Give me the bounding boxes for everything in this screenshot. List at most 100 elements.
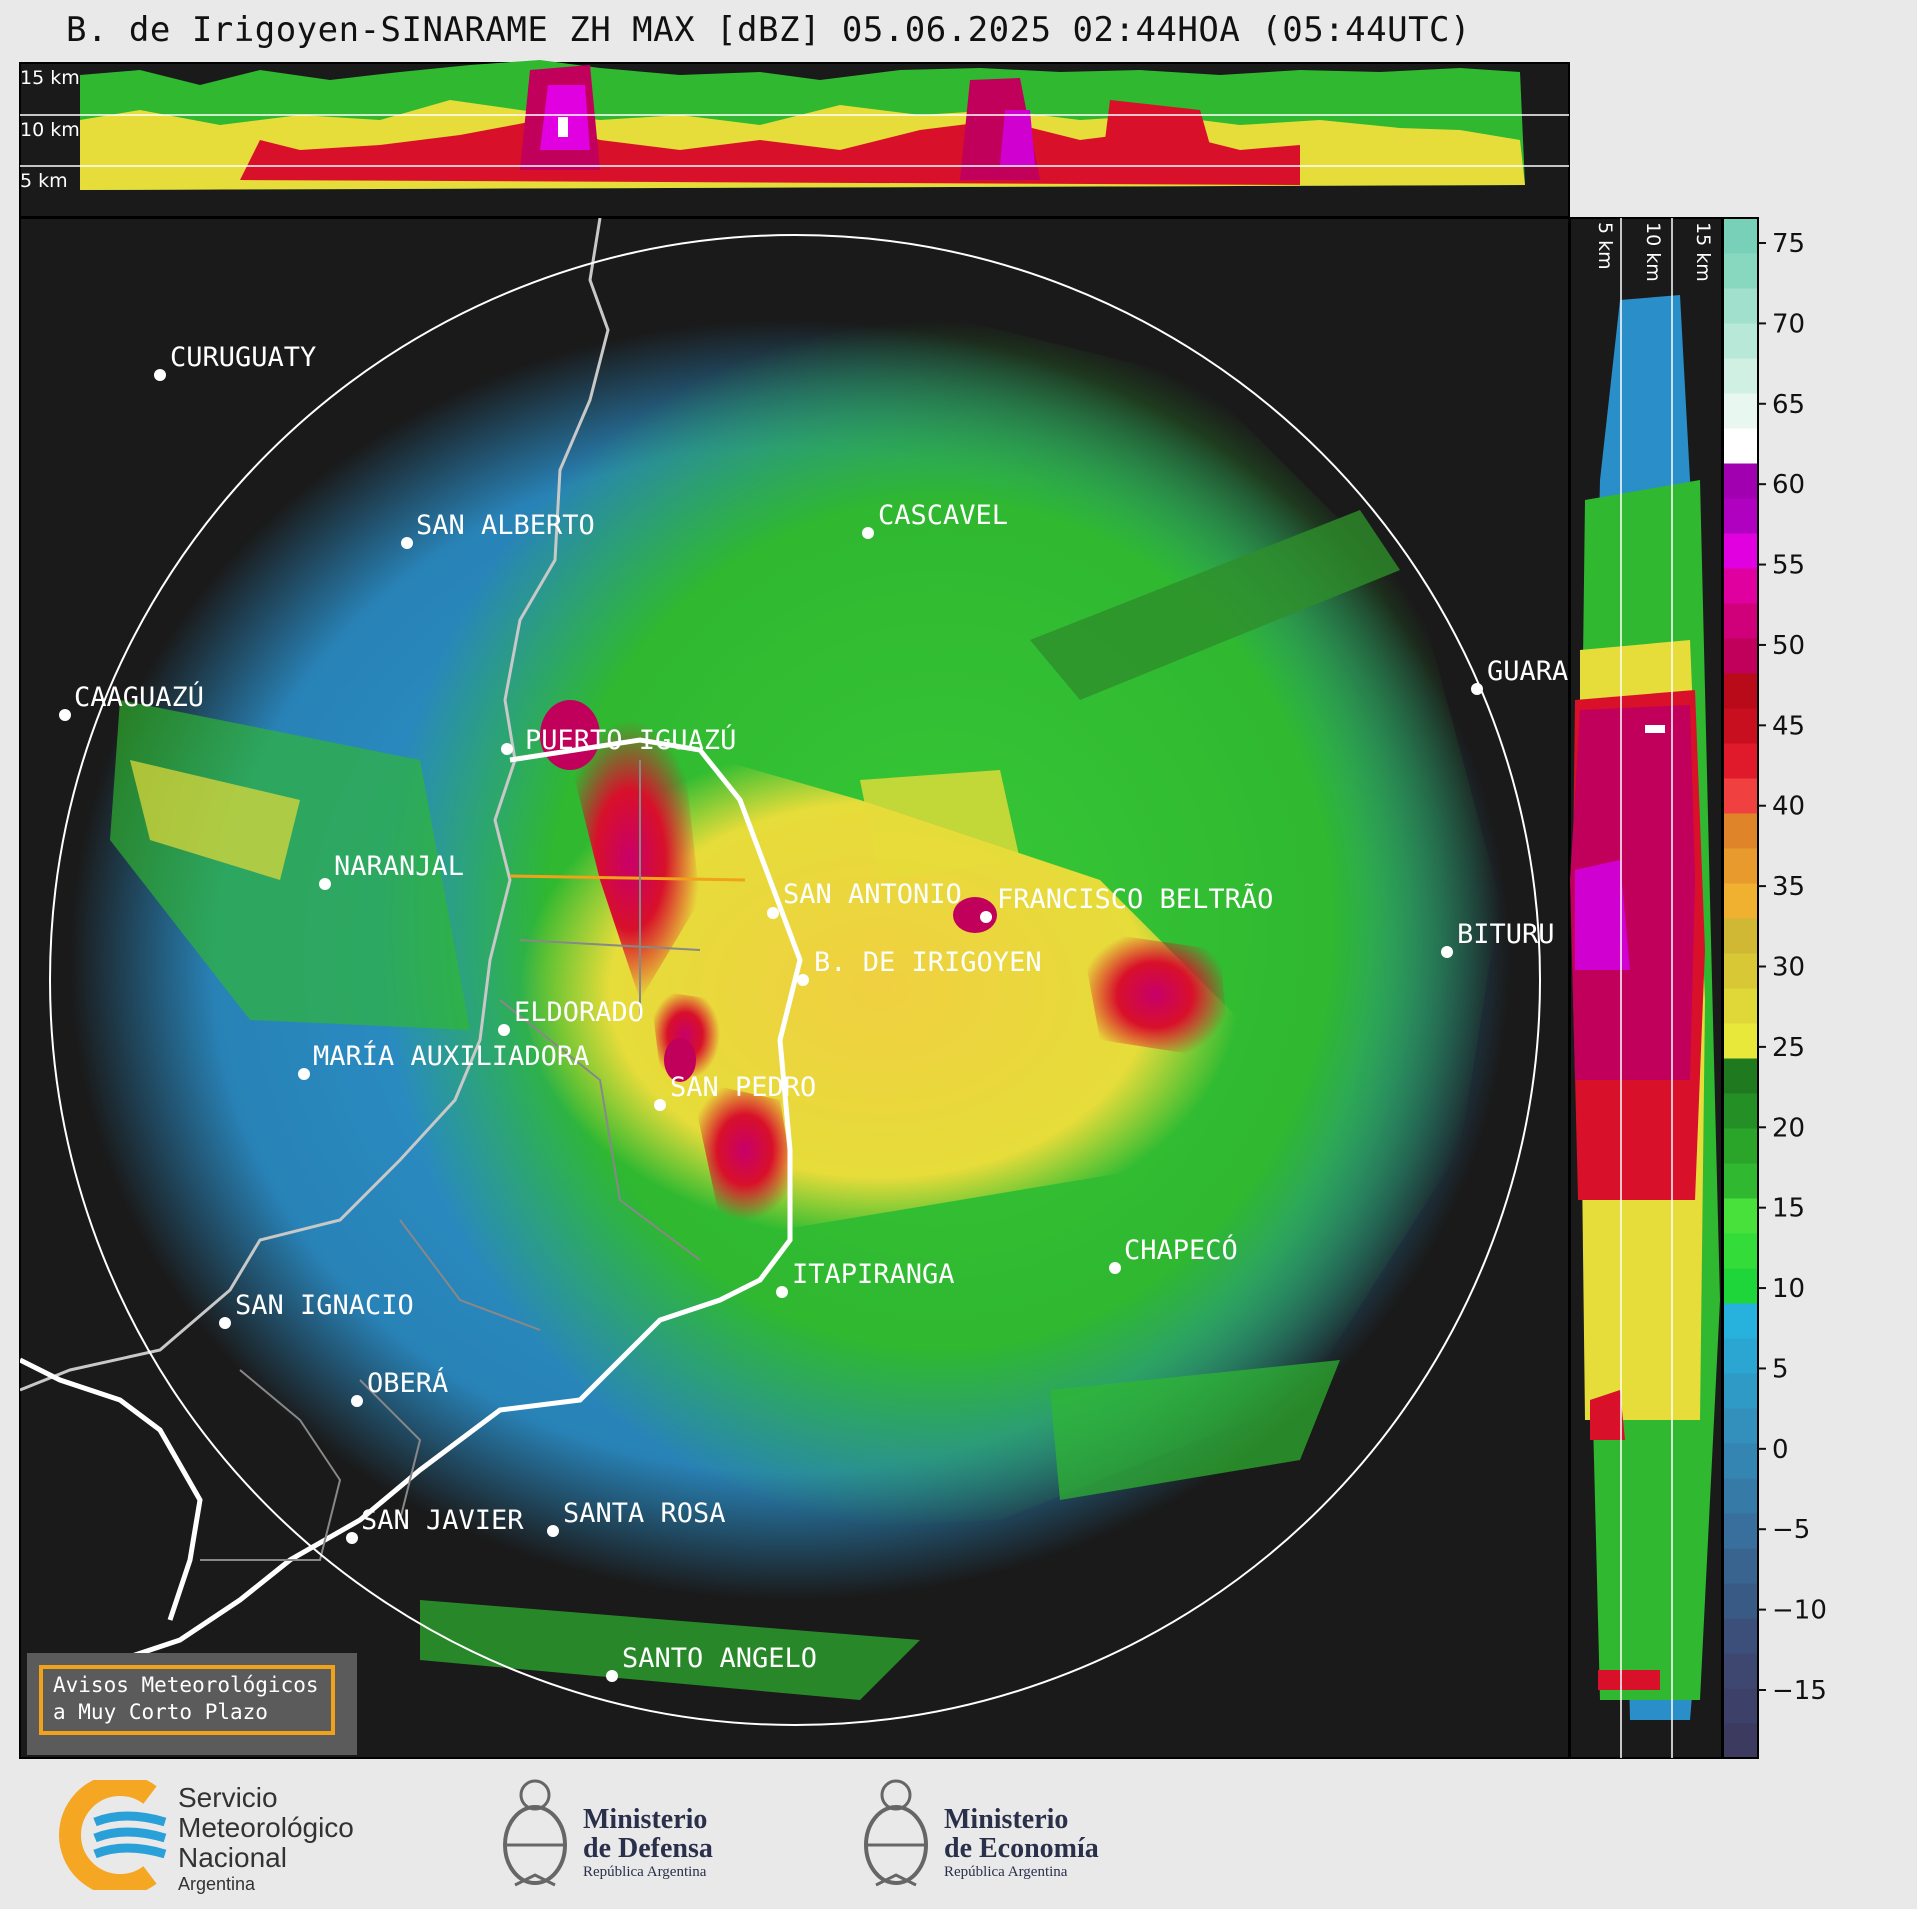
echo-red-core-north [560,720,700,1000]
colorbar-band [1723,638,1758,674]
colorbar-band [1723,1093,1758,1129]
city-label-guara: GUARA [1487,656,1568,687]
colorbar-band [1723,1513,1758,1549]
colorbar-tick-label: 55 [1772,551,1805,581]
colorbar-band [1723,253,1758,289]
cross-section-line [509,874,746,882]
top-cross-section-panel: 15 km 10 km 5 km [19,60,1570,218]
notice-box: Avisos Meteorológicos a Muy Corto Plazo [27,1653,357,1755]
minecon-sub: República Argentina [944,1864,1068,1880]
colorbar-tick-label: 70 [1772,309,1805,339]
colorbar-band [1723,1478,1758,1514]
city-marker [862,527,874,539]
colorbar-tick-label: 35 [1772,872,1805,902]
city-label-santo-angelo: SANTO ANGELO [622,1643,817,1674]
colorbar-tick-label: 20 [1772,1113,1805,1143]
city-label-eldorado: ELDORADO [514,997,644,1028]
colorbar-band [1723,1373,1758,1409]
colorbar-tick-label: 15 [1772,1194,1805,1224]
minecon-line-2: de Economía [944,1833,1099,1864]
city-marker [319,878,331,890]
colorbar-tick-label: 45 [1772,711,1805,741]
mindef-line-2: de Defensa [583,1833,713,1864]
colorbar-bands [1723,218,1758,1759]
radar-map-panel: CURUGUATY SAN ALBERTO CASCAVEL CAAGUAZÚ … [19,217,1570,1759]
city-label-caaguazu: CAAGUAZÚ [74,681,204,713]
city-label-santa-rosa: SANTA ROSA [563,1498,726,1529]
city-marker [980,911,992,923]
colorbar-band [1723,1128,1758,1164]
city-label-cascavel: CASCAVEL [878,500,1008,531]
colorbar-band [1723,428,1758,464]
city-marker [59,709,71,721]
smn-line-1: Servicio [178,1782,278,1813]
colorbar-band [1723,393,1758,429]
city-label-san-javier: SAN JAVIER [361,1505,524,1536]
side-km-label-5: 5 km [1594,222,1616,270]
notice-line-1: Avisos Meteorológicos [53,1673,319,1697]
colorbar-band [1723,1233,1758,1269]
city-label-san-ignacio: SAN IGNACIO [235,1290,414,1321]
city-label-itapiranga: ITAPIRANGA [792,1259,955,1290]
top-km-label-15: 15 km [20,67,80,89]
colorbar-band [1723,743,1758,779]
smn-line-3: Nacional [178,1842,287,1873]
smn-line-2: Meteorológico [178,1812,354,1843]
echo-green-beam [1030,510,1400,700]
notice-text-box: Avisos Meteorológicos a Muy Corto Plazo [39,1665,335,1735]
ministerio-defensa-text: Ministerio de Defensa República Argentin… [583,1805,713,1881]
colorbar-tick-label: 5 [1772,1354,1789,1384]
colorbar-tick-label: 0 [1772,1435,1789,1465]
province-border-misiones [20,737,803,1742]
city-label-bituru: BITURU [1457,919,1555,950]
city-marker [346,1532,358,1544]
top-km-label-10: 10 km [20,119,80,141]
city-marker [298,1068,310,1080]
international-border-line [20,218,610,1392]
colorbar-tick-label: 30 [1772,953,1805,983]
colorbar-tick-label: −5 [1772,1515,1810,1545]
colorbar-band [1723,1583,1758,1619]
colorbar-tick-label: 65 [1772,390,1805,420]
city-label-naranjal: NARANJAL [334,851,464,882]
argentina-coat-of-arms-icon-2 [864,1779,928,1887]
mindef-sub: República Argentina [583,1864,707,1880]
colorbar-tick-label: −15 [1772,1676,1827,1706]
city-label-obera: OBERÁ [367,1367,448,1399]
argentina-coat-of-arms-icon [503,1779,567,1887]
colorbar-tick-label: 10 [1772,1274,1805,1304]
chart-title: B. de Irigoyen-SINARAME ZH MAX [dBZ] 05.… [66,10,1471,50]
side-km-label-10: 10 km [1642,222,1664,282]
colorbar-band [1723,988,1758,1024]
smn-logo-icon [59,1780,167,1890]
colorbar-band [1723,953,1758,989]
side-km-label-15: 15 km [1692,222,1714,282]
city-marker [1441,946,1453,958]
city-marker [606,1670,618,1682]
city-label-chapeco: CHAPECÓ [1124,1234,1238,1266]
smn-logo-text: Servicio Meteorológico Nacional Argentin… [178,1783,354,1895]
colorbar-band [1723,1688,1758,1724]
city-marker [498,1024,510,1036]
colorbar-band [1723,918,1758,954]
city-marker [654,1099,666,1111]
notice-line-2: a Muy Corto Plazo [53,1700,268,1724]
colorbar-band [1723,603,1758,639]
colorbar-tick-label: 60 [1772,470,1805,500]
colorbar-band [1723,1723,1758,1759]
colorbar-band [1723,1653,1758,1689]
mindef-line-1: Ministerio [583,1804,708,1835]
city-markers [59,369,1483,1682]
colorbar-band [1723,533,1758,569]
city-label-maria-auxiliadora: MARÍA AUXILIADORA [313,1040,589,1072]
colorbar-tick-label: 50 [1772,631,1805,661]
colorbar-band [1723,358,1758,394]
colorbar-band [1723,1303,1758,1339]
colorbar-band [1723,1618,1758,1654]
city-marker [767,907,779,919]
colorbar-band [1723,1023,1758,1059]
colorbar-band [1723,1198,1758,1234]
city-label-b-de-irigoyen: B. DE IRIGOYEN [814,947,1042,978]
colorbar-band [1723,218,1758,254]
